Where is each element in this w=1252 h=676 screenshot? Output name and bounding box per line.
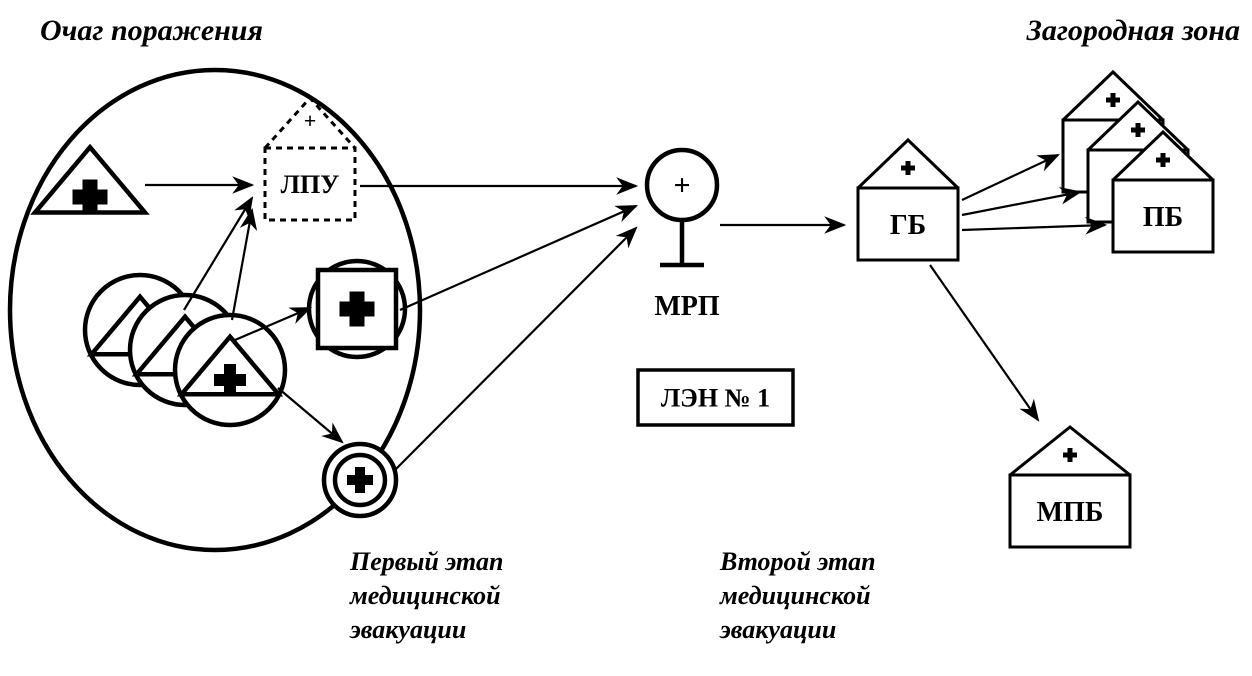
flow-arrow [400,206,636,310]
casualty-unit [175,315,285,425]
mpb-house: МПБ [1010,427,1130,547]
title-right: Загородная зона [1026,14,1240,47]
flow-arrow [184,198,252,310]
mrp-label: МРП [654,291,720,322]
flow-arrow [962,225,1105,230]
lpu-label: ЛПУ [281,170,340,199]
gb-house: ГБ [858,140,958,260]
flow-arrow [930,265,1038,420]
flow-arrow [962,155,1058,200]
stage1-caption: медицинской [349,581,501,610]
plus-icon: + [304,108,317,133]
mpb-house-label: МПБ [1037,497,1104,528]
stage2-caption: эвакуации [719,615,836,644]
flow-arrow [962,192,1080,215]
stage2-caption: Второй этап [719,547,876,576]
flow-arrow [395,228,636,470]
stage1-caption: Первый этап [349,547,504,576]
title-left: Очаг поражения [40,14,263,47]
gb-house-label: ГБ [890,210,926,241]
medical-cross-icon [73,180,107,214]
stage1-caption: эвакуации [349,615,466,644]
pb-house-label: ПБ [1143,202,1183,233]
plus-icon: + [673,169,690,202]
flow-arrow [278,388,342,442]
len-label: ЛЭН № 1 [661,384,770,413]
stage2-caption: медицинской [719,581,871,610]
